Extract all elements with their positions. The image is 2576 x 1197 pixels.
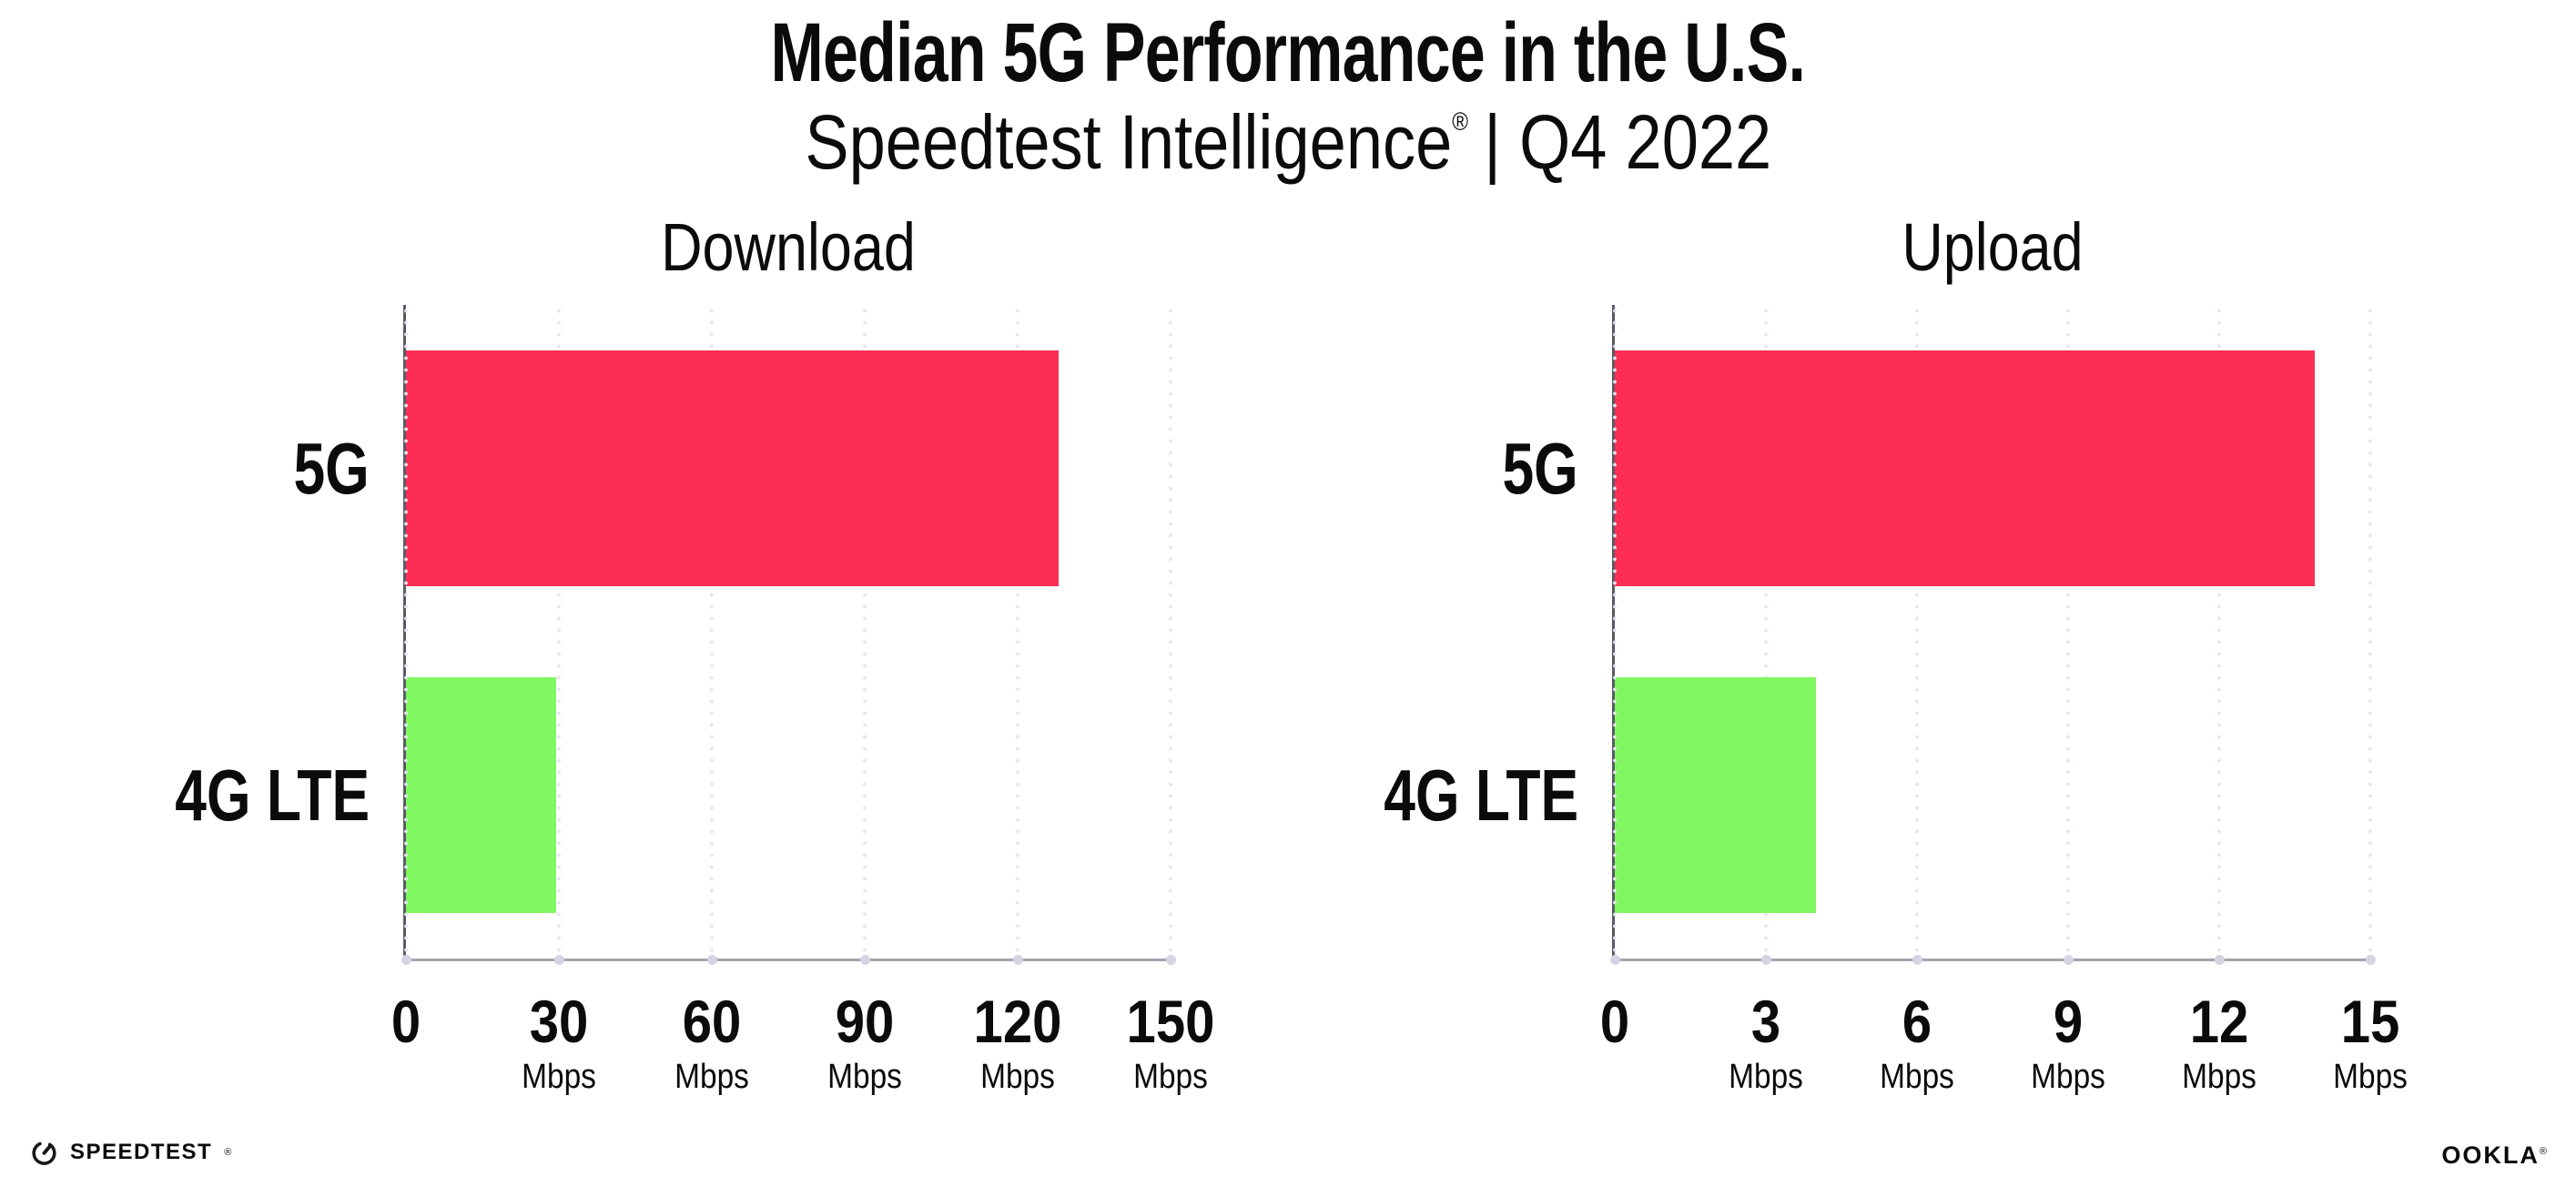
axis-tick-dot-6 <box>1912 955 1922 965</box>
ookla-registered-mark: ® <box>2539 1146 2547 1157</box>
axis-tick-dot-15 <box>2365 955 2376 965</box>
x-tick-value: 12 <box>2189 988 2249 1055</box>
gridline-12 <box>2217 305 2221 959</box>
x-tick-150: 150 Mbps <box>1127 991 1215 1094</box>
category-label-5g-download: 5G <box>293 427 370 509</box>
x-tick-3: 3 Mbps <box>1729 991 1803 1094</box>
bar-row-4g-lte-upload <box>1615 632 2370 959</box>
x-tick-value: 9 <box>2053 988 2084 1055</box>
bar-rows-download <box>406 305 1171 959</box>
axis-tick-dot-3 <box>1760 955 1771 965</box>
chart-title-download: Download <box>661 209 916 285</box>
x-tick-value: 3 <box>1750 988 1781 1055</box>
ookla-wordmark: OOKLA <box>2441 1141 2540 1169</box>
bar-row-5g-download <box>406 305 1171 632</box>
bar-row-5g-upload <box>1615 305 2370 632</box>
gridline-15 <box>2368 305 2372 959</box>
x-tick-unit: Mbps <box>2182 1058 2257 1096</box>
x-tick-value: 30 <box>529 988 589 1055</box>
x-tick-unit: Mbps <box>2031 1058 2105 1096</box>
category-label-4g-lte-download: 4G LTE <box>175 754 370 836</box>
x-tick-unit: Mbps <box>1133 1058 1208 1096</box>
x-tick-30: 30 Mbps <box>522 991 596 1094</box>
axis-tick-dot-12 <box>2214 955 2225 965</box>
x-tick-value: 15 <box>2340 988 2400 1055</box>
x-tick-0: 0 <box>391 991 421 1051</box>
category-label-5g-upload: 5G <box>1502 427 1578 509</box>
gridline-zero-overlay <box>404 305 408 959</box>
gridline-30 <box>557 305 561 959</box>
page-title-text: Median 5G Performance in the U.S. <box>770 6 1806 99</box>
x-tick-value: 0 <box>390 988 421 1055</box>
x-tick-15: 15 Mbps <box>2333 991 2408 1094</box>
gridline-150 <box>1169 305 1172 959</box>
gridline-90 <box>863 305 867 959</box>
x-tick-value: 6 <box>1902 988 1932 1055</box>
axis-tick-dot-0 <box>1609 955 1620 965</box>
bar-rows-upload <box>1615 305 2370 959</box>
x-tick-12: 12 Mbps <box>2182 991 2257 1094</box>
chart-title-upload: Upload <box>1902 209 2084 285</box>
gridline-6 <box>1915 305 1919 959</box>
axis-tick-dot-30 <box>553 955 564 965</box>
x-tick-unit: Mbps <box>1729 1058 1803 1096</box>
gridline-9 <box>2066 305 2070 959</box>
bar-5g-download <box>406 350 1059 586</box>
upload-chart-plot: Upload 0 3 Mbps 6 Mbps 9 Mbps 12 Mbps 15 Mbps 5G 4G … <box>1384 214 2408 1095</box>
speedtest-gauge-icon <box>32 1141 56 1165</box>
x-tick-120: 120 Mbps <box>974 991 1062 1094</box>
gridline-zero-overlay <box>1613 305 1617 959</box>
x-tick-0: 0 <box>1600 991 1629 1051</box>
gridline-120 <box>1016 305 1019 959</box>
bar-4g-lte-download <box>406 677 557 913</box>
page-subtitle: Speedtest Intelligence® | Q4 2022 <box>0 102 2576 182</box>
subtitle-period: | Q4 2022 <box>1483 99 1771 185</box>
bar-4g-lte-upload <box>1615 677 1817 913</box>
axis-tick-dot-150 <box>1165 955 1176 965</box>
ookla-logo: OOKLA® <box>2441 1141 2547 1170</box>
speedtest-registered-mark: ® <box>224 1146 232 1158</box>
x-tick-unit: Mbps <box>674 1058 749 1096</box>
x-tick-unit: Mbps <box>522 1058 596 1096</box>
x-tick-value: 0 <box>1599 988 1630 1055</box>
x-tick-value: 150 <box>1126 988 1215 1055</box>
x-tick-value: 90 <box>835 988 895 1055</box>
speedtest-logo: SPEEDTEST ® <box>30 1138 231 1166</box>
registered-trademark-mark: ® <box>1451 107 1468 136</box>
axis-tick-dot-60 <box>706 955 717 965</box>
axis-tick-dot-9 <box>2063 955 2074 965</box>
gridline-60 <box>710 305 714 959</box>
x-tick-value: 120 <box>973 988 1062 1055</box>
gridline-3 <box>1764 305 1768 959</box>
x-tick-9: 9 Mbps <box>2031 991 2105 1094</box>
axis-tick-dot-90 <box>859 955 870 965</box>
x-tick-unit: Mbps <box>827 1058 902 1096</box>
page-title: Median 5G Performance in the U.S. <box>0 9 2576 97</box>
x-tick-unit: Mbps <box>980 1058 1055 1096</box>
x-tick-unit: Mbps <box>1880 1058 1954 1096</box>
x-tick-6: 6 Mbps <box>1880 991 1954 1094</box>
x-tick-unit: Mbps <box>2333 1058 2408 1096</box>
x-tick-90: 90 Mbps <box>827 991 902 1094</box>
x-tick-value: 60 <box>682 988 742 1055</box>
bar-row-4g-lte-download <box>406 632 1171 959</box>
download-chart-plot: Download 0 30 Mbps 60 Mbps 90 Mbps 120 Mbps 150 Mb… <box>175 214 1214 1095</box>
axis-tick-dot-0 <box>401 955 411 965</box>
bar-5g-upload <box>1615 350 2316 586</box>
speedtest-wordmark: SPEEDTEST <box>70 1139 213 1164</box>
subtitle-brand: Speedtest Intelligence <box>805 99 1452 185</box>
axis-tick-dot-120 <box>1012 955 1023 965</box>
category-label-4g-lte-upload: 4G LTE <box>1384 754 1578 836</box>
x-tick-60: 60 Mbps <box>674 991 749 1094</box>
